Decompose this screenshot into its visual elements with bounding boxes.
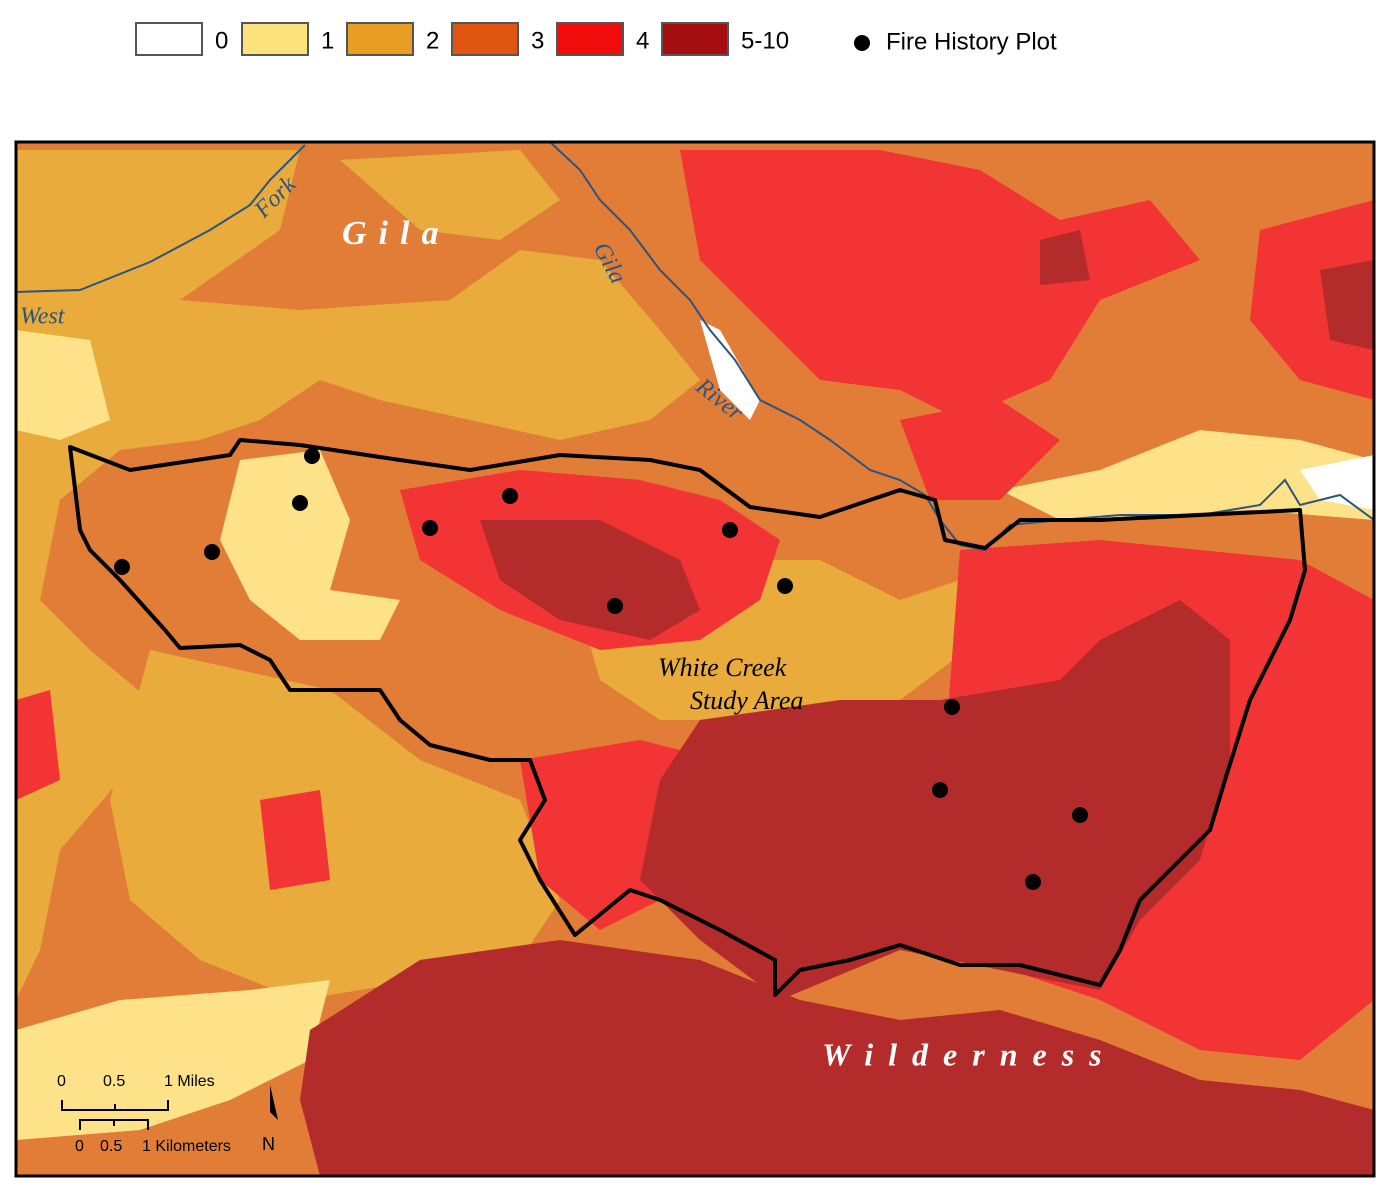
legend-label: 5-10 [741,27,789,54]
scale-label: 0 [57,1073,66,1090]
legend-swatch [556,22,624,56]
legend-label: 2 [426,27,439,54]
legend-label: 1 [321,27,334,54]
scale-label: 0 [75,1138,84,1155]
scale-bar [61,1100,169,1130]
north-label: N [262,1134,275,1154]
legend-label: 4 [636,27,649,54]
legend-swatch [241,22,309,56]
map-label: West [20,304,66,330]
scale-label: 1 Kilometers [142,1138,231,1155]
scale-label: 0.5 [103,1073,125,1090]
legend: 0 1 2 3 4 5-10 [135,22,789,56]
legend-swatch [346,22,414,56]
map-label: Gila [342,215,450,252]
map-label: Study Area [690,686,803,715]
legend-swatch [451,22,519,56]
legend-swatch [135,22,203,56]
legend-swatch [661,22,729,56]
map-frame [14,140,1376,1178]
legend-label: Fire History Plot [886,28,1057,55]
legend-label: 0 [215,27,228,54]
legend-label: 3 [531,27,544,54]
map: Gila Fork West Gila River White Creek St… [16,142,1374,1176]
scale-label: 1 Miles [164,1073,215,1090]
map-label: Wilderness [822,1036,1117,1072]
scale-label: 0.5 [100,1138,122,1155]
legend-point [854,35,870,51]
fire-plots [114,448,1088,890]
map-label: White Creek [658,653,787,682]
north-arrow [270,1085,278,1120]
